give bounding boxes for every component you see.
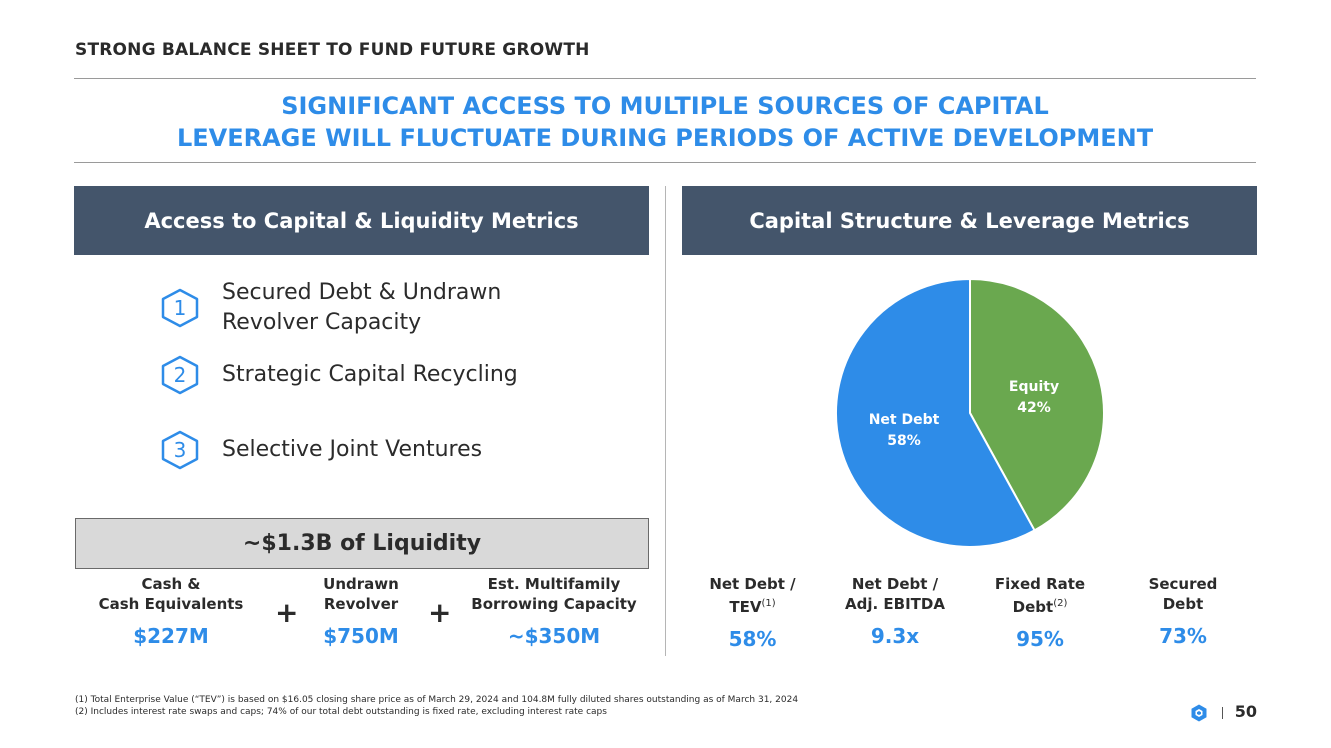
item-number: 1 [173, 296, 187, 320]
metric-value: $227M [133, 624, 209, 648]
footnote-ref-1: (1) [761, 598, 776, 609]
hexagon-number-1: 1 [160, 288, 200, 328]
metric-label-2-group: Debt(2) [980, 594, 1100, 617]
metric-label-1: Secured [1148, 575, 1218, 593]
metric-value: 95% [1016, 627, 1064, 651]
item-line-1: Selective Joint Ventures [222, 437, 483, 462]
footnote-1: (1) Total Enterprise Value (“TEV”) is ba… [75, 695, 799, 705]
hexagon-number-2: 2 [160, 355, 200, 395]
panel-divider [665, 186, 666, 656]
top-rule [74, 78, 1256, 79]
hexagon-logo-icon [1191, 704, 1207, 722]
metric-fixed-rate-debt: Fixed Rate Debt(2) 95% [980, 574, 1100, 651]
item-line-2: Revolver Capacity [222, 310, 422, 335]
metric-label-2: Debt [1012, 598, 1054, 616]
pie-slice-net-debt [835, 277, 1036, 548]
footnote-ref-2: (2) [1053, 598, 1068, 609]
metric-value: 58% [728, 627, 777, 651]
headline-line-1: SIGNIFICANT ACCESS TO MULTIPLE SOURCES O… [281, 92, 1049, 120]
right-panel-header: Capital Structure & Leverage Metrics [682, 186, 1257, 255]
metric-borrowing-capacity: Est. Multifamily Borrowing Capacity ~$35… [460, 574, 648, 648]
metric-label-2-group: TEV(1) [700, 594, 805, 617]
hexagon-number-3: 3 [160, 430, 200, 470]
metric-label-1: Net Debt / [709, 575, 796, 593]
pie-label-equity-value: 42% [1017, 400, 1051, 416]
metric-label-2: Borrowing Capacity [471, 595, 637, 613]
plus-sign-2: + [428, 596, 452, 629]
plus-sign-1: + [275, 596, 299, 629]
item-line-1: Strategic Capital Recycling [222, 362, 518, 387]
list-item-2: 2 Strategic Capital Recycling [160, 355, 518, 395]
pie-slice-equity [969, 277, 1105, 532]
section-title: STRONG BALANCE SHEET TO FUND FUTURE GROW… [75, 40, 590, 60]
metric-net-debt-ebitda: Net Debt / Adj. EBITDA 9.3x [830, 574, 960, 648]
left-panel-header: Access to Capital & Liquidity Metrics [74, 186, 649, 255]
metric-value: $750M [323, 624, 399, 648]
capital-structure-pie-chart: Equity 42% Net Debt 58% [835, 277, 1105, 548]
metric-label-2: Cash Equivalents [98, 595, 244, 613]
item-text: Secured Debt & Undrawn Revolver Capacity [222, 278, 501, 338]
metric-label-1: Fixed Rate [994, 575, 1086, 593]
metric-label-1: Est. Multifamily [487, 575, 621, 593]
metric-value: 73% [1159, 624, 1207, 648]
page-number: 50 [1234, 702, 1257, 721]
list-item-3: 3 Selective Joint Ventures [160, 430, 482, 470]
item-line-1: Secured Debt & Undrawn [222, 280, 502, 305]
metric-label-1: Cash & [141, 575, 201, 593]
hexagon-icon [161, 355, 199, 395]
item-number: 3 [173, 438, 187, 462]
pie-label-net-debt-name: Net Debt [869, 412, 940, 428]
metric-label-2: TEV [729, 598, 762, 616]
liquidity-total-box: ~$1.3B of Liquidity [75, 518, 649, 569]
item-number: 2 [173, 363, 187, 387]
metric-label-1: Undrawn [323, 575, 399, 593]
list-item-1: 1 Secured Debt & Undrawn Revolver Capaci… [160, 278, 501, 338]
metric-revolver: Undrawn Revolver $750M [296, 574, 426, 648]
metric-value: 9.3x [870, 624, 920, 648]
hexagon-icon [161, 430, 199, 470]
metric-label-1: Net Debt / [851, 575, 939, 593]
hexagon-icon [161, 288, 199, 328]
pie-label-equity-name: Equity [1009, 379, 1059, 395]
footnote-2: (2) Includes interest rate swaps and cap… [75, 707, 607, 717]
metric-label-2: Adj. EBITDA [845, 595, 945, 613]
footer-separator [1222, 707, 1223, 719]
metric-cash: Cash & Cash Equivalents $227M [86, 574, 256, 648]
metric-net-debt-tev: Net Debt / TEV(1) 58% [700, 574, 805, 651]
metric-secured-debt: Secured Debt 73% [1128, 574, 1238, 648]
headline-rule [74, 162, 1256, 163]
metric-label-2: Revolver [323, 595, 399, 613]
headline-line-2: LEVERAGE WILL FLUCTUATE DURING PERIODS O… [176, 124, 1154, 152]
metric-value: ~$350M [507, 624, 601, 648]
metric-label-2: Debt [1162, 595, 1204, 613]
pie-label-net-debt-value: 58% [887, 433, 921, 449]
